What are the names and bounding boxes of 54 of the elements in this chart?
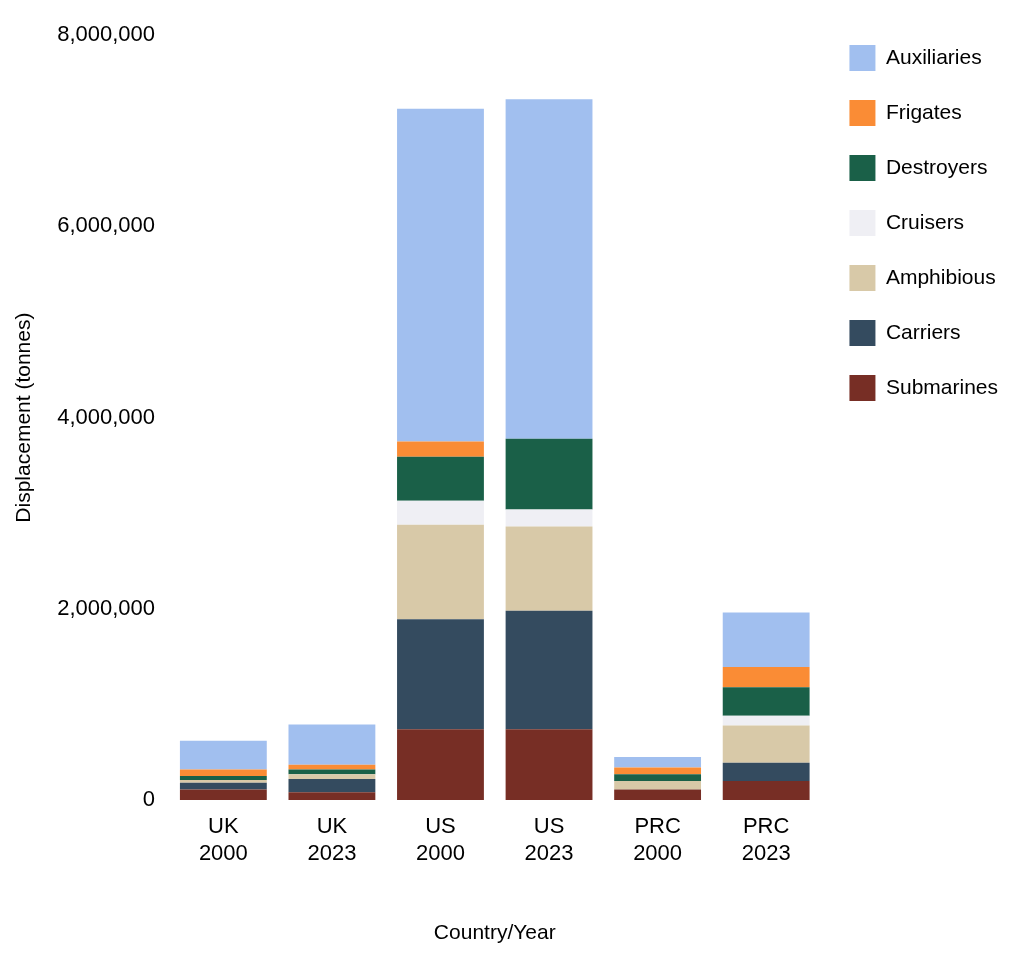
y-tick-label: 8,000,000 [57,21,156,47]
bar [288,792,376,800]
y-tick-label: 0 [142,786,156,812]
bar [722,612,810,668]
legend-label: Cruisers [885,209,965,233]
bar [505,729,593,800]
x-tick-label: US 2000 [416,813,465,865]
bar [505,438,593,510]
y-tick-label: 4,000,000 [57,403,156,429]
bar [614,774,702,781]
bar [614,780,702,790]
bar [614,789,702,800]
bar [397,441,484,457]
bar [179,769,267,777]
x-axis-title: Country/Year [433,920,556,944]
bar [288,778,376,793]
bar [614,756,702,768]
bar [397,524,484,620]
legend-label: Submarines [885,374,999,398]
x-tick-label: US 2023 [524,813,574,865]
bar [397,500,484,525]
bar [179,789,267,800]
legend-label: Destroyers [885,154,988,178]
bar [288,724,376,765]
bar [505,509,593,527]
x-tick-label: UK 2023 [307,813,357,865]
bar [722,715,810,726]
bar [614,767,702,775]
legend-label: Auxiliaries [885,44,982,68]
x-tick-label: PRC 2000 [633,813,683,865]
y-tick-label: 6,000,000 [57,212,156,238]
bar [722,725,810,763]
bar [179,782,267,790]
bar [505,610,593,730]
bar [397,456,484,501]
legend-label: Amphibious [885,264,996,288]
bar [397,619,484,730]
bar [722,687,810,716]
x-tick-label: PRC 2023 [741,813,791,865]
bar [397,729,484,800]
x-tick-label: UK 2000 [198,813,248,865]
y-tick-label: 2,000,000 [57,594,156,620]
bar [722,780,810,800]
bar [505,526,593,611]
y-axis-title: Displacement (tonnes) [11,312,35,523]
bar [722,762,810,781]
bar [722,667,810,688]
legend-label: Frigates [885,99,962,123]
legend-label: Carriers [885,319,961,343]
bar [179,740,267,770]
bar [288,769,376,775]
bar [397,108,484,442]
bar [505,99,593,439]
bar [288,774,376,779]
